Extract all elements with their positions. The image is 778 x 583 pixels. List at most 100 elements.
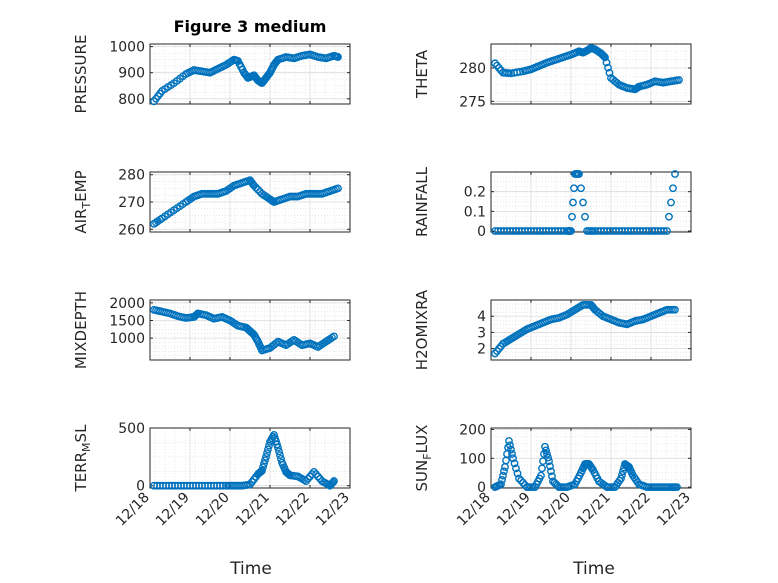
data-point <box>262 452 270 461</box>
series-markers <box>150 431 338 490</box>
data-point <box>543 450 551 458</box>
data-point <box>330 477 338 485</box>
data-point <box>254 185 262 194</box>
data-point <box>512 464 520 473</box>
plot-area <box>491 172 691 232</box>
x-tick-label: 12/20 <box>534 490 574 530</box>
data-point <box>537 471 545 480</box>
data-point <box>669 184 677 193</box>
data-point <box>258 466 266 475</box>
y-tick-label: 800 <box>118 92 145 108</box>
data-point <box>660 227 668 235</box>
y-tick-label: 100 <box>459 451 486 467</box>
y-tick-label: 4 <box>477 309 486 325</box>
y-tick-label: 1000 <box>109 40 145 56</box>
data-point <box>263 449 271 457</box>
data-point <box>581 212 589 221</box>
data-point <box>675 76 683 84</box>
data-point <box>544 453 552 462</box>
axes-box <box>149 43 351 105</box>
x-tick-label: 12/21 <box>233 490 273 530</box>
y-axis-label: TERRMSL <box>72 424 93 493</box>
data-point <box>577 184 585 193</box>
subplot-sun-flux: 0 100 200 12/18 12/19 12/20 12/21 12/22 12/23 SUN… <box>413 422 694 529</box>
data-point <box>663 227 671 235</box>
x-tick-label: 12/22 <box>273 490 313 530</box>
data-point <box>568 212 576 221</box>
data-point <box>516 67 524 76</box>
data-point <box>601 53 609 62</box>
x-tick-label: 12/23 <box>654 490 694 530</box>
y-tick-label: 0.1 <box>464 204 486 220</box>
data-point <box>507 445 515 454</box>
data-point <box>275 447 283 456</box>
data-point <box>260 459 268 468</box>
y-axis-label: PRESSURE <box>72 35 90 114</box>
chart-title: Figure 3 medium <box>174 17 327 36</box>
data-point <box>334 53 342 61</box>
subplot-terr-msl: 0 500 12/18 12/19 12/20 12/21 12/22 12/23 TERRMS… <box>72 421 353 529</box>
data-point <box>567 227 575 235</box>
data-point <box>505 437 513 445</box>
data-point <box>546 462 554 471</box>
data-point <box>548 472 556 481</box>
x-tick-label: 12/21 <box>574 490 614 530</box>
y-axis-label: THETA <box>413 49 431 99</box>
data-point <box>541 442 549 451</box>
y-tick-label: 1000 <box>109 331 145 347</box>
data-point <box>257 467 265 476</box>
data-point <box>602 58 611 67</box>
data-point <box>673 483 681 492</box>
series-markers <box>491 437 681 492</box>
data-point <box>500 467 508 476</box>
data-point <box>618 470 626 479</box>
data-point <box>499 471 507 480</box>
y-tick-label: 0 <box>136 479 145 495</box>
y-tick-label: 275 <box>459 94 486 110</box>
data-point <box>250 181 258 190</box>
series-markers <box>150 176 342 228</box>
data-point <box>605 68 614 77</box>
y-tick-label: 260 <box>118 222 145 238</box>
subplot-air-temp: 260 270 280 AIRTEMP <box>72 168 351 238</box>
axes-box <box>490 43 692 105</box>
y-tick-label: 2000 <box>109 296 145 312</box>
x-axis-label-right: Time <box>572 559 615 579</box>
y-tick-label: 1500 <box>109 313 145 329</box>
data-point <box>671 305 679 314</box>
y-tick-label: 0 <box>477 224 486 240</box>
data-point <box>599 51 607 60</box>
data-point <box>617 474 625 483</box>
data-point <box>671 170 679 178</box>
axes-box <box>490 171 692 233</box>
y-axis-label: SUNFLUX <box>413 425 434 492</box>
series-markers <box>491 300 679 358</box>
y-tick-label: 3 <box>477 325 486 341</box>
subplot-rainfall: 0 0.1 0.2 RAINFALL <box>413 166 692 240</box>
x-tick-label: 12/23 <box>313 490 353 530</box>
data-point <box>547 467 555 476</box>
data-point <box>252 183 260 192</box>
data-point <box>510 459 519 468</box>
x-tick-label: 12/22 <box>614 490 654 530</box>
y-tick-label: 280 <box>118 168 145 184</box>
data-point <box>569 198 577 207</box>
y-tick-label: 280 <box>459 61 486 77</box>
axes-box <box>490 299 692 361</box>
y-tick-label: 200 <box>459 422 486 438</box>
data-point <box>330 332 338 341</box>
data-point <box>261 456 269 465</box>
subplot-pressure: 800 900 1000 PRESSURE Figure 3 medium <box>72 17 351 114</box>
y-tick-label: 0.2 <box>464 185 486 201</box>
data-point <box>506 441 514 450</box>
y-axis-label: RAINFALL <box>413 166 431 237</box>
series-markers <box>491 170 679 235</box>
y-axis-label: AIRTEMP <box>72 170 93 233</box>
data-point <box>515 474 523 483</box>
data-point <box>542 446 550 455</box>
data-point <box>579 198 587 207</box>
subplot-h2omixra: 234 H2OMIXRA <box>413 289 692 370</box>
